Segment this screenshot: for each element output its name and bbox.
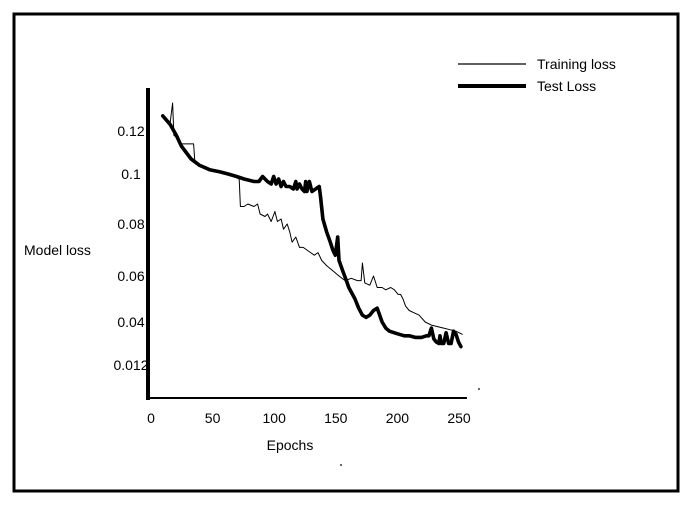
y-axis-title: Model loss (24, 242, 91, 258)
x-tick-labels: 0 50 100 150 200 250 (147, 410, 471, 426)
series-line-test-loss (161, 114, 463, 349)
x-tick-label: 150 (324, 410, 348, 426)
stray-dot (340, 464, 342, 466)
x-tick-label: 50 (205, 410, 221, 426)
y-tick-label: 0.1 (121, 166, 141, 182)
chart-border (12, 12, 680, 493)
x-tick-label: 250 (447, 410, 471, 426)
x-tick-label: 100 (263, 410, 287, 426)
stray-dot (478, 388, 480, 390)
y-tick-labels: 0.12 0.1 0.08 0.06 0.04 0.012 (113, 123, 148, 373)
y-tick-label: 0.04 (117, 314, 144, 330)
x-tick-label: 0 (147, 410, 155, 426)
y-tick-label: 0.06 (117, 268, 144, 284)
x-tick-label: 200 (386, 410, 410, 426)
y-tick-label: 0.012 (113, 357, 148, 373)
x-axis-title: Epochs (267, 437, 314, 453)
legend-label-test-loss: Test Loss (537, 78, 596, 94)
y-tick-label: 0.08 (117, 216, 144, 232)
y-tick-label: 0.12 (117, 123, 144, 139)
legend-label-training-loss: Training loss (537, 56, 616, 72)
legend: Training loss Test Loss (458, 56, 616, 94)
series-layer (161, 102, 463, 349)
